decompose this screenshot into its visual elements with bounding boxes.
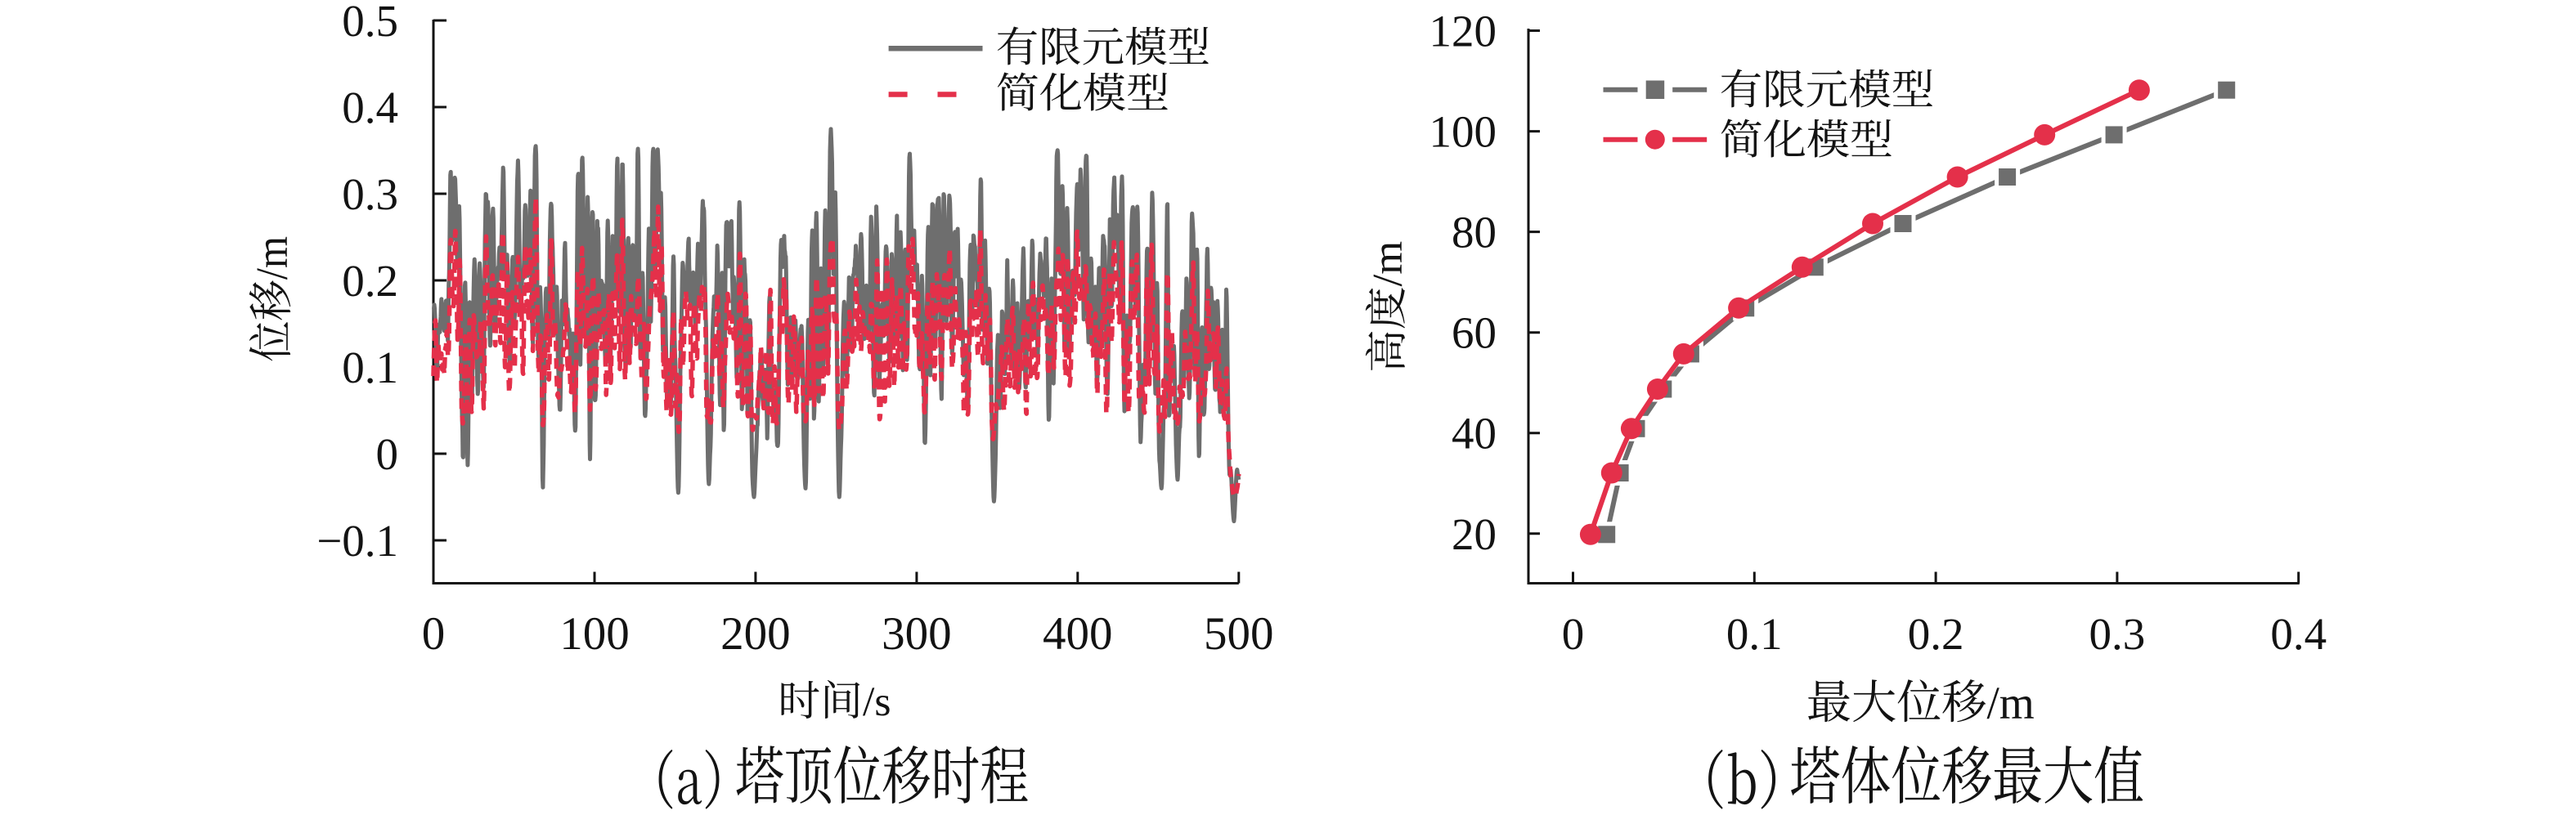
- svg-text:0: 0: [1562, 609, 1585, 659]
- svg-text:20: 20: [1452, 509, 1497, 559]
- svg-text:0.1: 0.1: [1726, 609, 1783, 659]
- svg-text:500: 500: [1204, 608, 1274, 660]
- svg-text:0.3: 0.3: [342, 169, 398, 219]
- svg-text:0.2: 0.2: [342, 256, 398, 306]
- svg-text:60: 60: [1452, 308, 1497, 358]
- svg-text:0.1: 0.1: [342, 343, 398, 392]
- svg-text:0.5: 0.5: [342, 0, 398, 46]
- svg-text:200: 200: [720, 608, 791, 660]
- svg-text:0.4: 0.4: [342, 83, 398, 132]
- svg-text:0.4: 0.4: [2270, 609, 2327, 659]
- svg-text:−0.1: −0.1: [316, 516, 398, 566]
- svg-text:100: 100: [559, 608, 630, 660]
- svg-text:80: 80: [1452, 208, 1497, 257]
- svg-text:0: 0: [422, 608, 446, 660]
- svg-text:40: 40: [1452, 409, 1497, 459]
- svg-text:400: 400: [1043, 608, 1113, 660]
- svg-text:300: 300: [882, 608, 952, 660]
- svg-text:0.2: 0.2: [1908, 609, 1964, 659]
- svg-text:100: 100: [1429, 107, 1497, 157]
- svg-text:120: 120: [1429, 7, 1497, 56]
- svg-text:0: 0: [376, 429, 399, 479]
- svg-text:0.3: 0.3: [2089, 609, 2146, 659]
